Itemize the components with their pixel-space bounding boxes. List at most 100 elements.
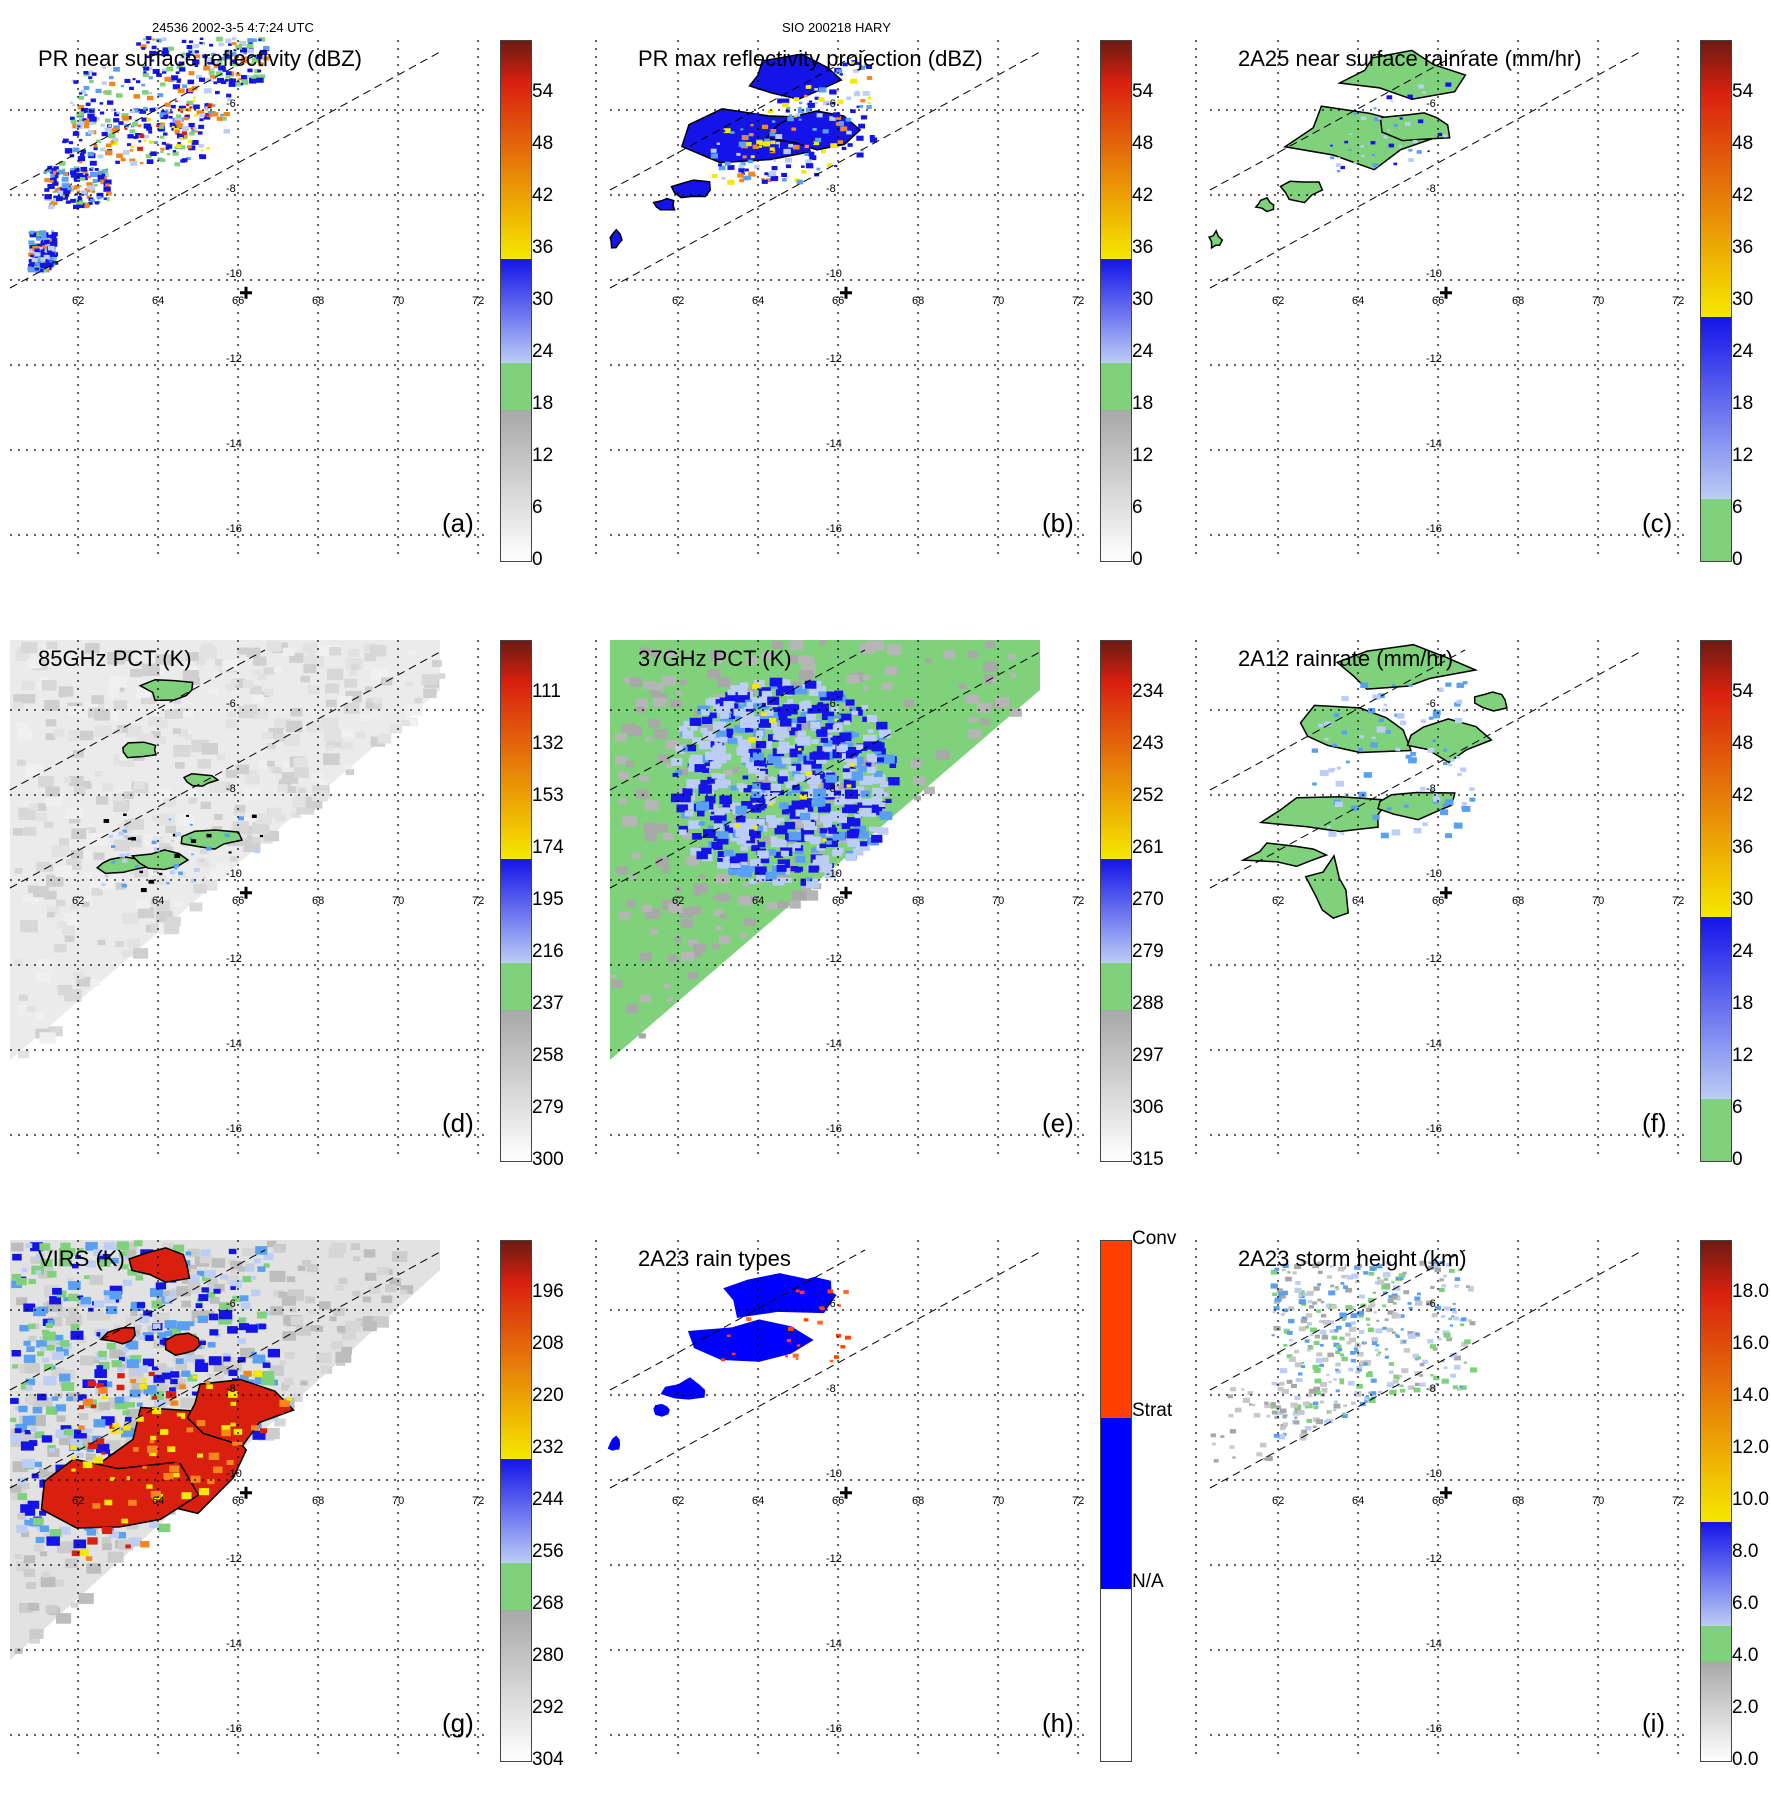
lon-label: 66 xyxy=(232,294,245,307)
lat-label: -14 xyxy=(226,1638,242,1650)
lat-label: -8 xyxy=(826,783,836,795)
lat-label: -10 xyxy=(226,868,242,880)
lon-label: 64 xyxy=(152,1494,165,1507)
lat-label: -16 xyxy=(826,1123,842,1135)
panel-pr-near-surface-reflectivity: PR near surface reflectivity (dBZ) (a) 6… xyxy=(9,36,570,600)
panel-letter: (c) xyxy=(1642,508,1673,538)
lat-label: -12 xyxy=(1426,953,1442,965)
colorbar-label: 280 xyxy=(532,1645,564,1666)
panel-title: 37GHz PCT (K) xyxy=(638,646,792,671)
colorbar-label: N/A xyxy=(1132,1571,1164,1593)
colorbar-label: 36 xyxy=(1732,837,1754,858)
colorbar-label: 0.0 xyxy=(1732,1749,1759,1770)
colorbar-label: 208 xyxy=(532,1333,564,1354)
lat-label: -16 xyxy=(1426,523,1442,535)
colorbar-label: 243 xyxy=(1132,733,1164,754)
colorbar-label: 12 xyxy=(532,445,554,466)
panel-letter: (e) xyxy=(1042,1108,1074,1138)
orbit-time-label: 24536 2002-3-5 4:7:24 UTC xyxy=(152,20,314,35)
rainrate-field xyxy=(1208,49,1467,250)
colorbar-label: 12 xyxy=(1732,1045,1754,1066)
lon-label: 72 xyxy=(1072,894,1085,907)
colorbar-label: 268 xyxy=(532,1593,564,1614)
colorbar-label: 12 xyxy=(1732,445,1754,466)
colorbar-label: 6 xyxy=(532,497,543,518)
lon-label: 62 xyxy=(72,1494,85,1507)
colorbar-label: 297 xyxy=(1132,1045,1164,1066)
lon-label: 68 xyxy=(1512,1494,1525,1507)
lat-label: -16 xyxy=(1426,1723,1442,1735)
lat-label: -16 xyxy=(826,523,842,535)
colorbar xyxy=(1700,1240,1732,1762)
lat-label: -8 xyxy=(1426,783,1436,795)
lat-label: -12 xyxy=(826,953,842,965)
colorbar-label: 54 xyxy=(532,81,554,102)
lat-label: -6 xyxy=(826,698,836,710)
colorbar-label: 195 xyxy=(532,889,564,910)
storm-center-marker xyxy=(240,886,252,899)
colorbar-label: Conv xyxy=(1132,1228,1177,1249)
colorbar xyxy=(500,40,532,562)
colorbar-label: 6 xyxy=(1732,497,1743,518)
lon-label: 64 xyxy=(1352,894,1365,907)
colorbar-label: 18 xyxy=(1732,393,1754,414)
lat-label: -10 xyxy=(1426,1468,1442,1480)
panel-pr-max-reflectivity: PR max reflectivity projection (dBZ) (b)… xyxy=(595,40,1170,600)
lat-label: -16 xyxy=(826,1723,842,1735)
colorbar-label: 24 xyxy=(1732,941,1754,962)
lat-label: -12 xyxy=(826,353,842,365)
lon-label: 68 xyxy=(912,1494,925,1507)
panel-title: VIRS (K) xyxy=(38,1246,125,1271)
colorbar-label: 288 xyxy=(1132,993,1164,1014)
colorbar-label: 300 xyxy=(532,1149,564,1170)
colorbar xyxy=(1100,40,1132,562)
lat-label: -12 xyxy=(226,953,242,965)
panel-2a25-rainrate: 2A25 near surface rainrate (mm/hr) (c) 6… xyxy=(1195,40,1770,600)
lon-label: 70 xyxy=(1592,894,1605,907)
colorbar-label: 48 xyxy=(1732,133,1754,154)
colorbar-label: 36 xyxy=(1732,237,1754,258)
lat-label: -8 xyxy=(1426,1383,1436,1395)
max-reflectivity-field xyxy=(609,53,878,249)
colorbar-label: 270 xyxy=(1132,889,1164,910)
panel-title: 85GHz PCT (K) xyxy=(38,646,192,671)
lon-label: 72 xyxy=(1672,294,1685,307)
panel-letter: (a) xyxy=(442,508,474,538)
lat-label: -16 xyxy=(226,1123,242,1135)
tmi-rainrate-field xyxy=(1240,643,1508,919)
lat-label: -14 xyxy=(226,1038,242,1050)
lon-label: 72 xyxy=(1072,294,1085,307)
colorbar-label: Strat xyxy=(1132,1399,1173,1421)
colorbar xyxy=(1700,40,1732,562)
colorbar xyxy=(1100,640,1132,1162)
lat-label: -10 xyxy=(226,268,242,280)
lon-label: 72 xyxy=(1672,1494,1685,1507)
lat-label: -10 xyxy=(226,1468,242,1480)
lon-label: 72 xyxy=(1672,894,1685,907)
colorbar-label: 196 xyxy=(532,1281,564,1302)
colorbar-label: 14.0 xyxy=(1732,1385,1769,1406)
lat-label: -14 xyxy=(826,1038,842,1050)
lat-label: -6 xyxy=(1426,698,1436,710)
panel-title: 2A23 storm height (km) xyxy=(1238,1246,1467,1271)
lat-label: -14 xyxy=(826,438,842,450)
panel-virs: VIRS (K) (g) 62 64 66 68 70 72 -6 -8 -10 -12 -14 -1… xyxy=(9,1240,570,1800)
panel-title: 2A25 near surface rainrate (mm/hr) xyxy=(1238,46,1582,71)
lon-label: 66 xyxy=(832,1494,845,1507)
colorbar-label: 24 xyxy=(532,341,554,362)
colorbar-label: 8.0 xyxy=(1732,1541,1759,1562)
storm-height-field xyxy=(1210,1260,1478,1463)
lon-label: 64 xyxy=(1352,294,1365,307)
colorbar-label: 258 xyxy=(532,1045,564,1066)
lat-label: -8 xyxy=(226,783,236,795)
lon-label: 70 xyxy=(1592,1494,1605,1507)
lat-label: -8 xyxy=(1426,183,1436,195)
colorbar-label: 30 xyxy=(1732,289,1754,310)
colorbar-label: 2.0 xyxy=(1732,1697,1759,1718)
lat-label: -16 xyxy=(226,1723,242,1735)
colorbar-label: 12.0 xyxy=(1732,1437,1769,1458)
panel-letter: (b) xyxy=(1042,508,1074,538)
colorbar-label: 30 xyxy=(1132,289,1154,310)
colorbar-label: 16.0 xyxy=(1732,1333,1769,1354)
colorbar-label: 4.0 xyxy=(1732,1645,1759,1666)
